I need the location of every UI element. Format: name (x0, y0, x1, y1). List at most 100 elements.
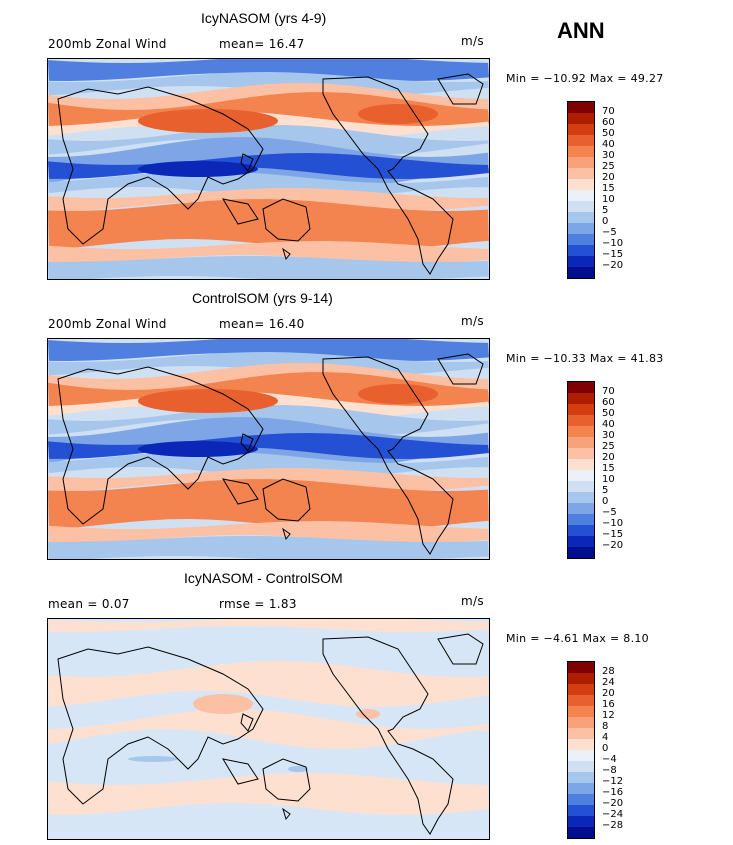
colorbar-tick-label: 30 (602, 150, 615, 161)
colorbar-tick-label: 0 (602, 496, 609, 507)
contour-blob (358, 384, 438, 404)
colorbar-swatch (568, 772, 594, 783)
colorbar-tick-label: 25 (602, 161, 615, 172)
panel-1-mean: mean= 16.47 (219, 37, 305, 51)
panel-2-colorbar (567, 381, 595, 559)
contour-blob (288, 766, 308, 772)
panel-1-map (47, 58, 490, 280)
colorbar-swatch (568, 662, 594, 673)
colorbar-swatch (568, 470, 594, 481)
colorbar-tick-label: 12 (602, 710, 615, 721)
coastline (322, 636, 454, 835)
panel-3-rmse: rmse = 1.83 (219, 597, 297, 611)
colorbar-swatch (568, 113, 594, 124)
colorbar-tick-label: 5 (602, 485, 609, 496)
coastline (282, 247, 291, 261)
coastline (57, 86, 264, 245)
colorbar-swatch (568, 146, 594, 157)
colorbar-swatch (568, 157, 594, 168)
colorbar-tick-label: 70 (602, 106, 615, 117)
colorbar-swatch (568, 739, 594, 750)
panel-1-minmax: Min = −10.92 Max = 49.27 (506, 72, 664, 85)
contour-band (48, 59, 489, 81)
colorbar-tick-label: 25 (602, 441, 615, 452)
colorbar-swatch (568, 382, 594, 393)
colorbar-swatch (568, 673, 594, 684)
colorbar-tick-label: 10 (602, 474, 615, 485)
colorbar-tick-label: −15 (602, 249, 624, 260)
coastline (221, 198, 259, 225)
colorbar-tick-label: 50 (602, 408, 615, 419)
contour-band (48, 241, 489, 263)
contour-band (48, 521, 489, 543)
colorbar-swatch (568, 761, 594, 772)
colorbar-swatch (568, 717, 594, 728)
colorbar-tick-label: 70 (602, 386, 615, 397)
coastline (221, 758, 259, 785)
colorbar-tick-label: −24 (602, 809, 624, 820)
colorbar-tick-label: −10 (602, 238, 624, 249)
panel-2-units: m/s (461, 314, 484, 328)
contour-blob (138, 109, 278, 133)
panel-2-mean: mean= 16.40 (219, 317, 305, 331)
contour-band (48, 709, 489, 749)
colorbar-swatch (568, 827, 594, 838)
colorbar-tick-label: 60 (602, 117, 615, 128)
contour-band (48, 199, 489, 251)
contour-blob (356, 709, 380, 719)
colorbar-swatch (568, 426, 594, 437)
panel-1-title: IcyNASOM (yrs 4-9) (201, 10, 327, 26)
contour-blob (138, 161, 258, 177)
colorbar-swatch (568, 805, 594, 816)
colorbar-tick-label: 20 (602, 452, 615, 463)
contour-blob (138, 441, 258, 457)
coastline (262, 198, 311, 242)
colorbar-tick-label: 16 (602, 699, 615, 710)
panel-2-minmax: Min = −10.33 Max = 41.83 (506, 352, 664, 365)
colorbar-tick-label: 24 (602, 677, 615, 688)
colorbar-swatch (568, 514, 594, 525)
colorbar-tick-label: −10 (602, 518, 624, 529)
colorbar-tick-label: 0 (602, 216, 609, 227)
colorbar-swatch (568, 102, 594, 113)
colorbar-swatch (568, 783, 594, 794)
panel-3-units: m/s (461, 594, 484, 608)
coastline (282, 527, 291, 541)
coastline (322, 76, 454, 275)
colorbar-swatch (568, 168, 594, 179)
contour-blob (193, 694, 253, 714)
colorbar-swatch (568, 245, 594, 256)
coastline (57, 366, 264, 525)
contour-band (48, 433, 489, 459)
colorbar-tick-label: 50 (602, 128, 615, 139)
contour-band (48, 451, 489, 479)
colorbar-swatch (568, 547, 594, 558)
colorbar-tick-label: 15 (602, 463, 615, 474)
colorbar-swatch (568, 536, 594, 547)
colorbar-swatch (568, 459, 594, 470)
colorbar-swatch (568, 684, 594, 695)
colorbar-swatch (568, 267, 594, 278)
colorbar-swatch (568, 695, 594, 706)
contour-band (48, 256, 489, 279)
coastline (322, 356, 454, 555)
coastline (240, 433, 254, 452)
colorbar-swatch (568, 256, 594, 267)
colorbar-swatch (568, 503, 594, 514)
colorbar-swatch (568, 816, 594, 827)
coastline (240, 153, 254, 172)
colorbar-swatch (568, 404, 594, 415)
colorbar-swatch (568, 415, 594, 426)
panel-2-map (47, 338, 490, 560)
colorbar-tick-label: −20 (602, 540, 624, 551)
panel-2-title: ControlSOM (yrs 9-14) (192, 290, 333, 306)
colorbar-swatch (568, 179, 594, 190)
colorbar-tick-label: 60 (602, 397, 615, 408)
colorbar-tick-label: 15 (602, 183, 615, 194)
colorbar-swatch (568, 212, 594, 223)
colorbar-tick-label: −8 (602, 765, 617, 776)
coastline (282, 807, 291, 821)
panel-3-minmax: Min = −4.61 Max = 8.10 (506, 632, 649, 645)
coastline (437, 73, 484, 105)
contour-band (48, 339, 489, 361)
